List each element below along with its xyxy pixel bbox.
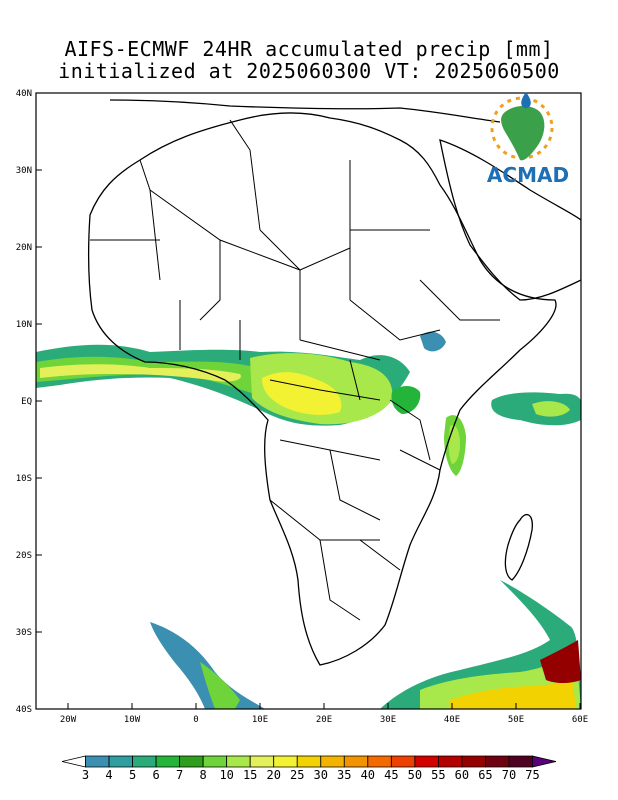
colorbar-swatch — [461, 755, 486, 768]
colorbar-swatch — [179, 755, 204, 768]
precip-south-indian-ocean-peak — [450, 676, 576, 709]
colorbar-swatch — [320, 755, 345, 768]
precip-lake-victoria — [391, 386, 421, 414]
x-tick-label: 0 — [193, 715, 198, 725]
precip-east-coast-core — [448, 425, 460, 464]
colorbar-swatch — [202, 755, 228, 768]
y-tick-label: EQ — [21, 397, 32, 407]
africa-drop-logo-icon — [490, 92, 554, 161]
coastlines — [88, 99, 581, 666]
y-tick-label: 10S — [16, 474, 32, 484]
x-tick-label: 20E — [316, 715, 332, 725]
colorbar-label: 20 — [266, 768, 280, 782]
acmad-logo: ACMAD — [487, 92, 569, 187]
y-tick-label: 40N — [16, 89, 32, 99]
x-tick-label: 40E — [444, 715, 460, 725]
colorbar-label: 8 — [200, 768, 207, 782]
africa-coastline — [88, 112, 557, 666]
chart-title-line1: AIFS-ECMWF 24HR accumulated precip [mm] — [64, 37, 554, 61]
x-tick-label: 10E — [252, 715, 268, 725]
y-tick-label: 40S — [16, 705, 32, 715]
colorbar-swatch — [226, 755, 251, 768]
y-tick-label: 20S — [16, 551, 32, 561]
precip-south-indian-ocean-max — [540, 640, 581, 683]
y-tick-label: 30N — [16, 166, 32, 176]
arabia-coastline — [439, 139, 581, 301]
country-borders — [90, 119, 500, 621]
y-tick-label: 10N — [16, 320, 32, 330]
y-tick-label: 30S — [16, 628, 32, 638]
colorbar-swatch — [296, 755, 322, 768]
colorbar-label: 65 — [478, 768, 492, 782]
colorbar-swatch — [132, 755, 157, 768]
colorbar-swatch — [249, 755, 275, 768]
colorbar-label: 4 — [105, 768, 112, 782]
acmad-logo-text: ACMAD — [487, 163, 569, 187]
colorbar-swatch — [390, 755, 416, 768]
x-tick-label: 50E — [508, 715, 524, 725]
colorbar-label: 35 — [337, 768, 351, 782]
colorbar-label: 25 — [290, 768, 304, 782]
colorbar-swatch — [414, 755, 439, 768]
europe-coastline — [109, 99, 501, 123]
colorbar-swatch — [437, 755, 463, 768]
x-axis-labels: 20W 10W 0 10E 20E 30E 40E 50E 60E — [60, 715, 588, 725]
colorbar-label: 6 — [152, 768, 159, 782]
colorbar-swatch — [367, 755, 392, 768]
colorbar-label: 45 — [384, 768, 398, 782]
x-tick-label: 20W — [60, 715, 77, 725]
precip-south-atlantic — [150, 622, 265, 709]
axis-ticks — [36, 92, 581, 710]
colorbar: 3 4 5 6 7 8 10 15 20 25 30 35 40 45 50 55 60 65 70 75 — [61, 755, 557, 782]
x-tick-label: 10W — [124, 715, 141, 725]
colorbar-label: 50 — [408, 768, 422, 782]
precip-ethiopia — [420, 331, 446, 352]
colorbar-label: 75 — [525, 768, 539, 782]
colorbar-swatch — [85, 755, 110, 768]
x-tick-label: 60E — [572, 715, 588, 725]
x-tick-label: 30E — [380, 715, 396, 725]
colorbar-label: 55 — [431, 768, 445, 782]
y-axis-labels: 40N 30N 20N 10N EQ 10S 20S 30S 40S — [16, 89, 32, 715]
precip-indian-ocean-cell-1-core — [532, 401, 570, 417]
colorbar-label: 70 — [502, 768, 516, 782]
colorbar-label: 30 — [314, 768, 328, 782]
colorbar-swatch — [108, 755, 133, 768]
colorbar-swatch — [61, 755, 86, 768]
precip-south-atlantic-core — [200, 662, 240, 709]
colorbar-label: 15 — [243, 768, 257, 782]
colorbar-label: 7 — [176, 768, 183, 782]
colorbar-swatch — [508, 755, 533, 768]
colorbar-label: 60 — [455, 768, 469, 782]
precip-band-west-africa-peak — [40, 364, 241, 382]
colorbar-swatch — [485, 755, 510, 768]
precip-field — [36, 331, 581, 709]
colorbar-label: 5 — [129, 768, 136, 782]
colorbar-swatch — [155, 755, 181, 768]
colorbar-swatch — [273, 755, 298, 768]
colorbar-label: 3 — [82, 768, 89, 782]
chart-title-line2: initialized at 2025060300 VT: 2025060500 — [58, 59, 560, 83]
colorbar-label: 10 — [219, 768, 233, 782]
colorbar-swatch — [532, 755, 557, 768]
colorbar-label: 40 — [361, 768, 375, 782]
madagascar-coastline — [504, 513, 533, 581]
y-tick-label: 20N — [16, 243, 32, 253]
colorbar-swatch — [343, 755, 369, 768]
